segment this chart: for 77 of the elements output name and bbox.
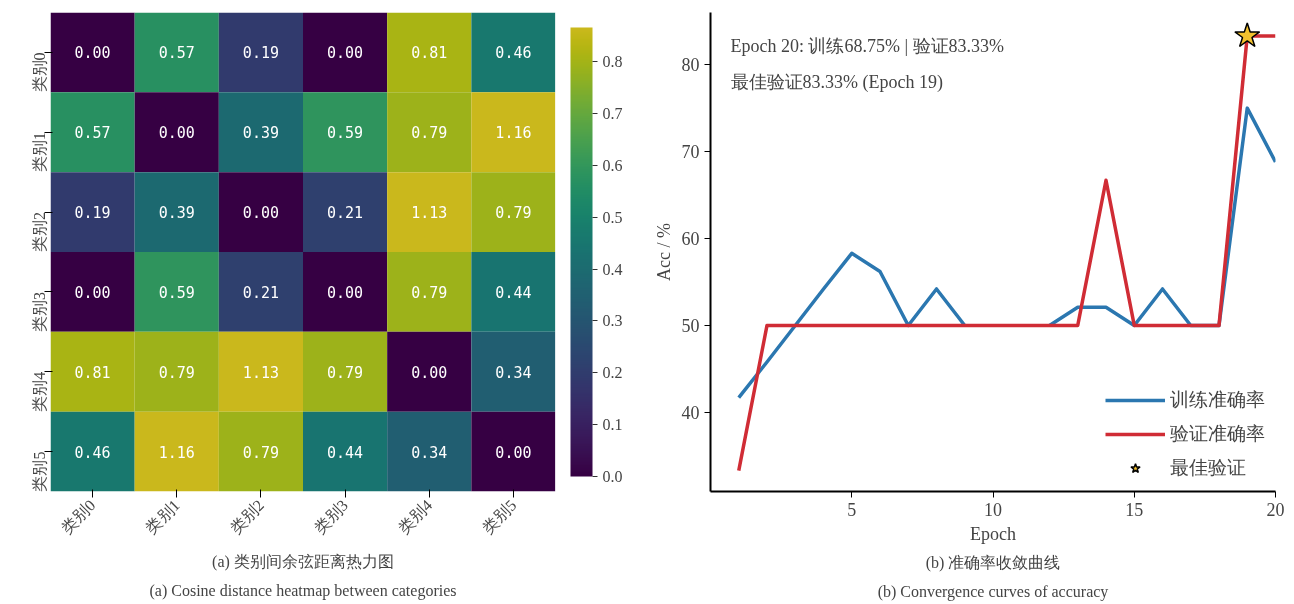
data-label: 0.00 — [495, 443, 532, 462]
data-label: 0.79 — [495, 204, 532, 223]
y-tick-label: 70 — [681, 142, 700, 163]
data-label: 0.19 — [242, 44, 279, 63]
annotation: Epoch 20: 训练68.75% | 验证83.33% — [730, 36, 1005, 57]
y-tick-label: 类别3 — [31, 291, 48, 332]
legend-label: 训练准确率 — [1170, 388, 1265, 412]
data-label: 0.21 — [327, 204, 364, 223]
data-label: 0.79 — [158, 363, 195, 382]
color-bar-label: 0.6 — [602, 156, 623, 174]
x-tick-label: 类别4 — [394, 496, 436, 537]
data-label: 0.44 — [327, 443, 364, 462]
y-tick-label: 50 — [681, 315, 700, 336]
data-label: 0.81 — [74, 363, 111, 382]
data-label: 0.79 — [411, 283, 448, 302]
data-label: 0.00 — [411, 363, 448, 382]
data-label: 0.00 — [327, 283, 364, 302]
data-label: 0.46 — [74, 443, 111, 462]
data-label: 1.16 — [495, 124, 532, 143]
x-tick-label: 类别2 — [226, 496, 267, 537]
color-bar-label: 0.3 — [602, 312, 623, 330]
data-label: 0.46 — [495, 44, 532, 63]
data-label: 0.79 — [411, 124, 448, 143]
annotation: 最佳验证83.33% (Epoch 19) — [730, 71, 943, 93]
text: (b) Convergence curves of accuracy — [877, 582, 1109, 601]
data-label: 0.21 — [242, 283, 279, 302]
data-label: 0.00 — [74, 283, 111, 302]
legend-label: 验证准确率 — [1170, 422, 1265, 446]
y-tick-label: 40 — [681, 402, 700, 423]
data-label: 0.34 — [495, 363, 532, 382]
text: (b) 准确率收敛曲线 — [925, 553, 1061, 572]
data-label: 1.13 — [411, 204, 448, 223]
color-bar-label: 0.4 — [602, 260, 623, 278]
data-label: 0.00 — [327, 44, 364, 63]
color-bar-label: 0.8 — [602, 53, 623, 71]
y-tick-label: 60 — [681, 229, 700, 250]
x-axis-title: Epoch — [970, 523, 1016, 544]
y-tick-label: 80 — [681, 55, 700, 76]
y-tick-label: 类别1 — [31, 132, 48, 173]
x-tick-label: 类别0 — [58, 496, 99, 537]
y-tick-label: 类别5 — [31, 451, 48, 492]
color-bar-label: 0.0 — [602, 468, 623, 485]
y-axis-title: Acc / % — [653, 223, 674, 281]
data-label: 0.39 — [242, 124, 279, 143]
x-tick-label: 10 — [984, 499, 1002, 520]
x-tick-label: 5 — [847, 499, 857, 520]
data-label: 0.00 — [158, 124, 195, 143]
data-label: 0.81 — [411, 44, 448, 63]
data-label: 1.16 — [158, 443, 195, 462]
y-tick-label: 类别4 — [31, 371, 48, 412]
y-tick-label: 类别0 — [31, 52, 48, 93]
color-bar-label: 0.2 — [602, 364, 623, 382]
color-bar-label: 0.5 — [602, 208, 623, 226]
data-label: 0.19 — [74, 204, 111, 223]
data-label: 0.00 — [242, 204, 279, 223]
data-label: 0.79 — [327, 363, 364, 382]
data-label: 0.57 — [74, 124, 111, 143]
data-label: 0.34 — [411, 443, 448, 462]
data-label: 0.57 — [158, 44, 195, 63]
color-bar-label: 0.7 — [602, 105, 623, 123]
data-label: 0.39 — [158, 204, 195, 223]
data-label: 0.59 — [158, 283, 195, 302]
color-bar-label: 0.1 — [602, 416, 623, 434]
x-tick-label: 类别3 — [310, 496, 352, 537]
x-tick-label: 类别5 — [479, 496, 520, 537]
data-label: 0.59 — [327, 124, 364, 143]
legend-label: 最佳验证 — [1170, 456, 1246, 480]
text: (a) 类别间余弦距离热力图 — [212, 552, 394, 571]
x-tick-label: 15 — [1125, 499, 1144, 520]
data-label: 0.00 — [74, 44, 111, 63]
data-label: 0.79 — [242, 443, 279, 462]
y-tick-label: 类别2 — [31, 212, 48, 253]
data-label: 0.44 — [495, 283, 532, 302]
data-label: 1.13 — [242, 363, 279, 382]
x-tick-label: 类别1 — [142, 496, 183, 537]
text: (a) Cosine distance heatmap between categories — [149, 581, 457, 600]
x-tick-label: 20 — [1266, 499, 1285, 520]
